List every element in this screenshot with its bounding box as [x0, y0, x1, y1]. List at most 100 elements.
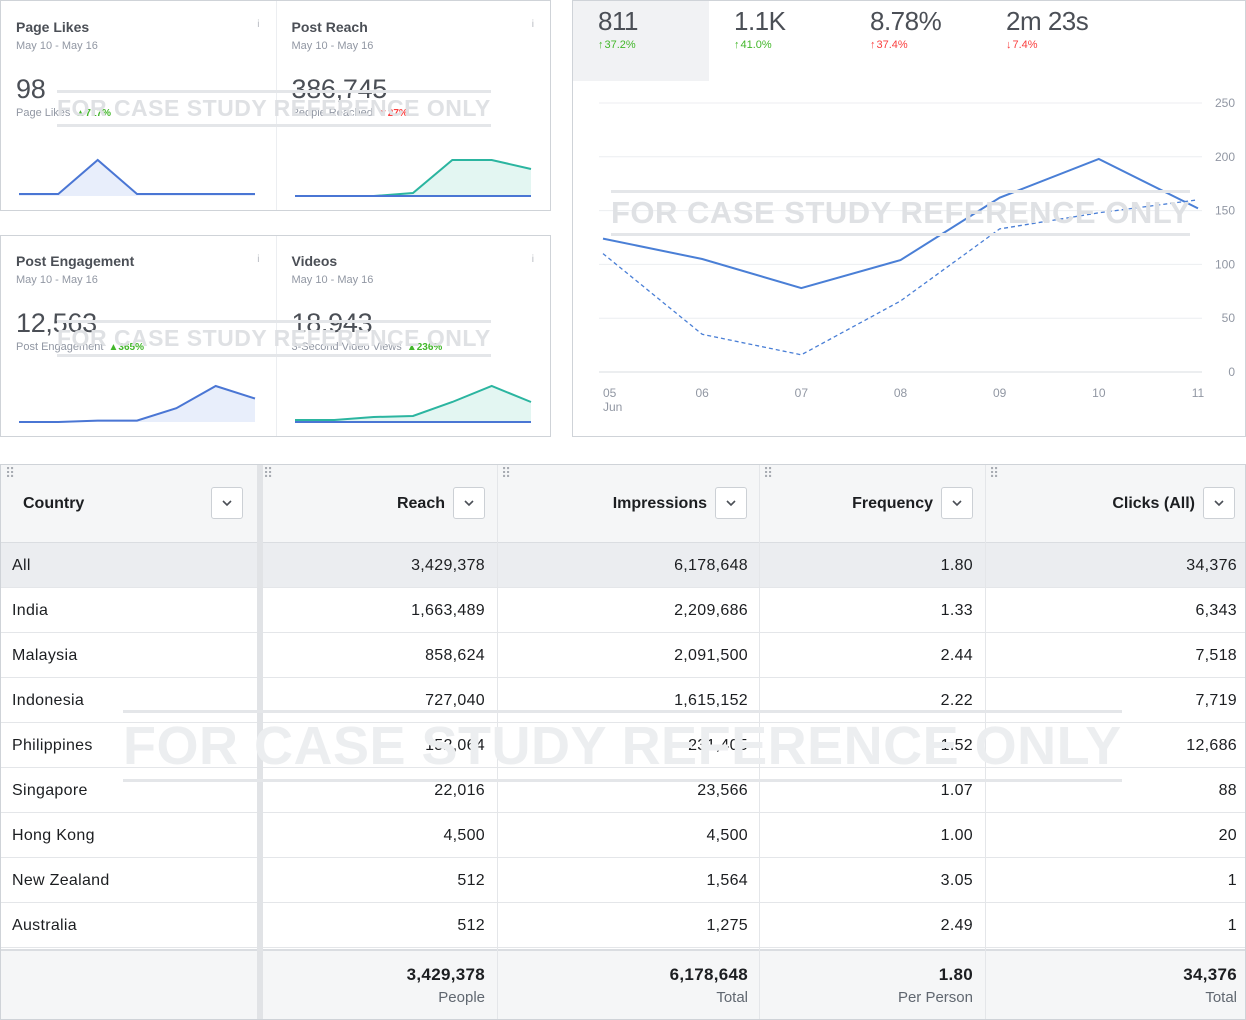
table-row[interactable]: Australia 512 1,275 2.49 1 [1, 903, 1245, 948]
sparkline [19, 384, 256, 423]
cell-reach: 512 [457, 917, 485, 934]
cell-impressions: 231,405 [688, 737, 748, 754]
header-reach[interactable]: ⠿ Reach [259, 465, 497, 543]
sparkline-area [19, 386, 255, 422]
sparkline-area [19, 160, 255, 196]
chevron-down-icon [464, 500, 474, 507]
cell-impressions: 23,566 [697, 782, 748, 799]
drag-handle-icon[interactable]: ⠿ [5, 465, 15, 481]
delta-badge: ▲365% [108, 342, 144, 353]
cell-reach: 152,064 [425, 737, 485, 754]
header-impressions[interactable]: ⠿ Impressions [497, 465, 759, 543]
delta-badge: ▲717% [75, 108, 111, 119]
cell-frequency: 2.22 [940, 692, 973, 709]
insights-panel-top: Page Likes May 10 - May 16 i 98 Page Lik… [0, 0, 551, 211]
drag-handle-icon[interactable]: ⠿ [501, 465, 511, 481]
column-dropdown[interactable] [715, 487, 747, 519]
sparkline [294, 384, 531, 423]
cell-clicks-all: 20 [1218, 827, 1237, 844]
table-row[interactable]: Indonesia 727,040 1,615,152 2.22 7,719 [1, 678, 1245, 723]
cell-country: Australia [12, 917, 77, 934]
y-tick-label: 0 [1228, 365, 1235, 379]
card-date: May 10 - May 16 [16, 274, 98, 286]
column-header-label: Reach [396, 495, 445, 512]
column-divider[interactable] [759, 465, 760, 1019]
card-post-engagement[interactable]: Post Engagement May 10 - May 16 i 12,563… [1, 236, 276, 436]
total-impressions: 6,178,648 [669, 965, 748, 984]
metric-value: 8.78% [870, 6, 942, 36]
y-tick-label: 200 [1215, 150, 1235, 164]
metric-value: 811 [598, 6, 638, 36]
metric-tab-1[interactable]: 811 ↑37.2% [573, 1, 709, 81]
drag-handle-icon[interactable]: ⠿ [989, 465, 999, 481]
total-clicks: 34,376 [1183, 965, 1237, 984]
info-icon[interactable]: i [257, 254, 260, 265]
x-tick-label: 11 [1192, 386, 1205, 400]
metric-value: 2m 23s [1006, 6, 1089, 36]
column-header-label: Country [23, 495, 85, 512]
column-divider[interactable] [497, 465, 498, 1019]
metric-tab-4[interactable]: 2m 23s ↓7.4% [981, 1, 1117, 81]
card-subtitle: 3-Second Video Views ▲236% [291, 341, 443, 353]
info-icon[interactable]: i [531, 254, 534, 265]
drag-handle-icon[interactable]: ⠿ [263, 465, 273, 481]
sparkline-series-0 [294, 384, 531, 421]
drag-handle-icon[interactable]: ⠿ [763, 465, 773, 481]
cell-frequency: 1.07 [940, 782, 973, 799]
cell-country: Malaysia [12, 647, 78, 664]
metric-tab-3[interactable]: 8.78% ↑37.4% [845, 1, 981, 81]
header-country[interactable]: ⠿ Country [1, 465, 259, 543]
column-divider[interactable] [985, 465, 986, 1019]
metric-delta: ↑37.2% [598, 39, 636, 51]
card-subtitle: People Reached ▼27% [291, 107, 408, 119]
x-tick-label: 07 [795, 386, 809, 400]
cell-country: All [12, 557, 31, 574]
card-date: May 10 - May 16 [291, 40, 374, 52]
card-date: May 10 - May 16 [16, 40, 98, 52]
chevron-down-icon [726, 500, 736, 507]
card-value: 18,943 [291, 308, 373, 338]
card-subtitle: Post Engagement ▲365% [16, 341, 144, 353]
cell-country: Indonesia [12, 692, 85, 709]
cell-impressions: 1,564 [706, 872, 748, 889]
column-dropdown[interactable] [211, 487, 243, 519]
column-dropdown[interactable] [941, 487, 973, 519]
x-sublabel: Jun [603, 400, 622, 414]
table-row[interactable]: Hong Kong 4,500 4,500 1.00 20 [1, 813, 1245, 858]
cell-clicks-all: 7,719 [1195, 692, 1237, 709]
column-dropdown[interactable] [453, 487, 485, 519]
series-line-dashed [602, 199, 1199, 356]
card-post-reach[interactable]: Post Reach May 10 - May 16 i 386,745 Peo… [275, 1, 551, 210]
metric-delta: ↑37.4% [870, 39, 908, 51]
table-row[interactable]: New Zealand 512 1,564 3.05 1 [1, 858, 1245, 903]
info-icon[interactable]: i [531, 19, 534, 30]
header-clicks[interactable]: ⠿ Clicks (All) [985, 465, 1245, 543]
delta-badge: ▼27% [377, 108, 408, 119]
table-row[interactable]: Singapore 22,016 23,566 1.07 88 [1, 768, 1245, 813]
table-totals-row: 3,429,378 People 6,178,648 Total 1.80 Pe… [1, 949, 1245, 1019]
arrow-up-icon: ↑ [598, 39, 604, 51]
table-row[interactable]: Malaysia 858,624 2,091,500 2.44 7,518 [1, 633, 1245, 678]
header-frequency[interactable]: ⠿ Frequency [759, 465, 985, 543]
y-tick-label: 150 [1215, 204, 1235, 218]
column-dropdown[interactable] [1203, 487, 1235, 519]
info-icon[interactable]: i [257, 19, 260, 30]
arrow-down-icon: ↓ [1006, 39, 1012, 51]
column-header-label: Impressions [612, 495, 707, 512]
card-value: 12,563 [16, 308, 97, 338]
cell-impressions: 6,178,648 [674, 557, 748, 574]
metric-delta: ↓7.4% [1006, 39, 1038, 51]
metric-tab-2[interactable]: 1.1K ↑41.0% [709, 1, 845, 81]
column-divider[interactable] [257, 465, 263, 1019]
x-tick-label: 09 [993, 386, 1007, 400]
table-row[interactable]: All 3,429,378 6,178,648 1.80 34,376 [1, 543, 1245, 588]
table-row[interactable]: Philippines 152,064 231,405 1.52 12,686 [1, 723, 1245, 768]
card-videos[interactable]: Videos May 10 - May 16 i 18,943 3-Second… [275, 236, 551, 436]
cell-frequency: 1.80 [940, 557, 973, 574]
card-title: Post Reach [291, 19, 368, 35]
total-reach-label: People [438, 989, 485, 1006]
insights-panel-bottom: Post Engagement May 10 - May 16 i 12,563… [0, 235, 551, 437]
card-page-likes[interactable]: Page Likes May 10 - May 16 i 98 Page Lik… [1, 1, 276, 210]
table-row[interactable]: India 1,663,489 2,209,686 1.33 6,343 [1, 588, 1245, 633]
country-breakdown-table: ⠿ Country ⠿ Reach ⠿ Impressions ⠿ Freque… [0, 464, 1246, 1020]
